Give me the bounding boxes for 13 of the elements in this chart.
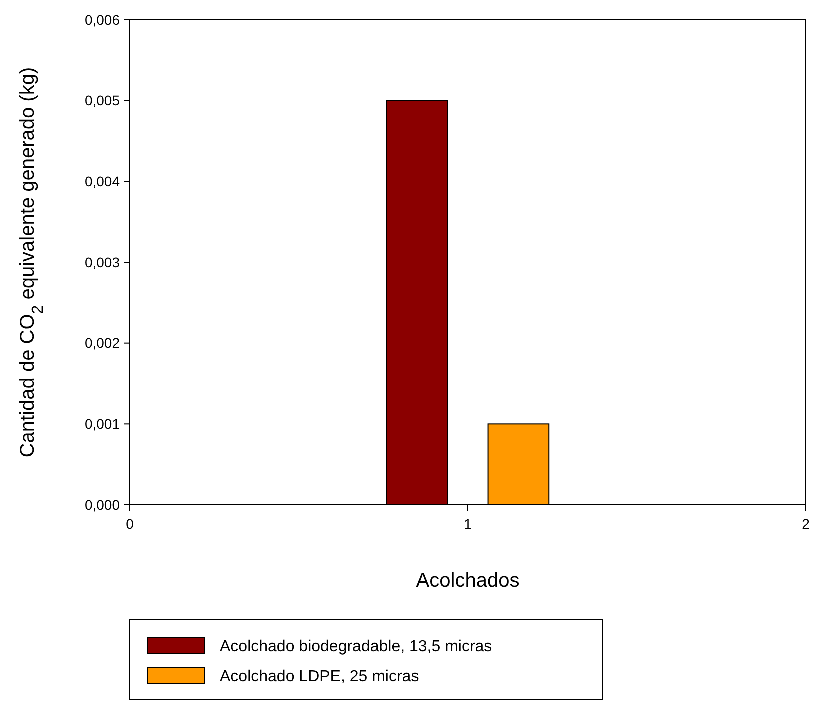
y-tick-label: 0,005 xyxy=(84,92,120,109)
legend-label: Acolchado biodegradable, 13,5 micras xyxy=(220,638,492,656)
y-tick-label: 0,001 xyxy=(84,416,120,432)
legend-label: Acolchado LDPE, 25 micras xyxy=(220,668,420,686)
y-tick-label: 0,000 xyxy=(84,496,120,513)
x-tick-label: 1 xyxy=(464,516,472,532)
y-tick-label: 0,004 xyxy=(84,174,120,190)
y-tick-label: 0,003 xyxy=(84,254,120,270)
x-tick-label: 2 xyxy=(802,516,810,532)
x-axis-title: Acolchados xyxy=(416,570,520,592)
x-tick-label: 0 xyxy=(126,516,134,532)
y-tick-label: 0,006 xyxy=(84,12,120,28)
y-tick-label: 0,002 xyxy=(84,335,120,352)
